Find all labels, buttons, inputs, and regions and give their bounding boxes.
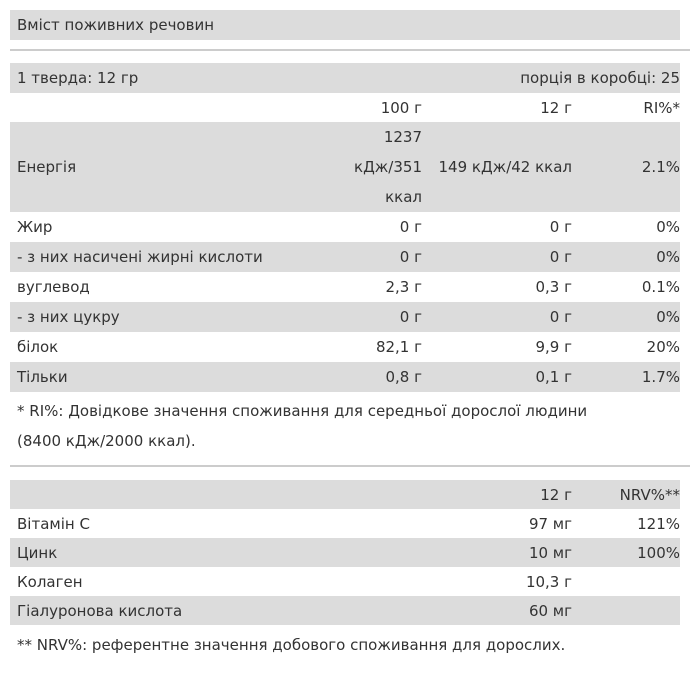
cell — [572, 567, 680, 596]
nutrition-table: 100 г 12 г RI%* Енергія 1237 кДж/351 ккал 149… — [10, 93, 680, 392]
cell: 1.7% — [572, 362, 680, 392]
serving-size: 1 тверда: 12 гр — [17, 69, 139, 87]
cell: 100% — [572, 538, 680, 567]
cell: 0.1% — [641, 278, 680, 296]
cell: 0% — [572, 242, 680, 272]
cell: 0 г — [422, 302, 572, 332]
cell-text: 0 г — [399, 248, 422, 266]
cell: 10,3 г — [525, 572, 572, 591]
cell — [10, 93, 337, 122]
row: Колаген 10,3 г — [10, 567, 680, 596]
cell: Цинк — [10, 538, 422, 567]
cell: 1237 кДж/351 ккал — [337, 122, 422, 212]
cell: Енергія — [10, 122, 337, 212]
row: білок 82,1 г 9,9 г 20% — [10, 332, 680, 362]
cell: 0 г — [549, 218, 572, 236]
cell-text: 0 г — [399, 308, 422, 326]
cell-text: 0,8 г — [385, 368, 422, 386]
row: Гіалуронова кислота 60 мг — [10, 596, 680, 625]
cell-text: 82,1 г — [375, 338, 422, 356]
cell: 10 мг — [422, 538, 572, 567]
title-bar: Вміст поживних речовин — [10, 10, 680, 40]
cell: білок — [17, 338, 59, 356]
row: Енергія 1237 кДж/351 ккал 149 кДж/42 ккал 2… — [10, 122, 680, 212]
cell: NRV%** — [572, 480, 680, 509]
cell: 0 г — [337, 302, 422, 332]
cell: 82,1 г — [337, 332, 422, 362]
footnote: * RI%: Довідкове значення споживання для… — [17, 402, 588, 450]
header-row: 100 г 12 г RI%* — [10, 93, 680, 122]
cell: Тільки — [10, 362, 337, 392]
cell: Вітамін C — [17, 514, 90, 533]
row: Жир 0 г 0 г 0% — [10, 212, 680, 242]
cell — [572, 596, 680, 625]
row: Вітамін C 97 мг 121% — [10, 509, 680, 538]
cell: Гіалуронова кислота — [10, 596, 422, 625]
cell: 0,3 г — [535, 278, 572, 296]
cell: 2.1% — [572, 122, 680, 212]
cell: Колаген — [17, 572, 83, 591]
cell: 0 г — [422, 242, 572, 272]
row: Тільки 0,8 г 0,1 г 1.7% — [10, 362, 680, 392]
cell: 0% — [656, 218, 680, 236]
cell — [10, 480, 422, 509]
cell: 121% — [637, 514, 680, 533]
cell: Жир — [17, 218, 53, 236]
cell: 12 г — [540, 98, 572, 117]
cell: 97 мг — [528, 514, 572, 533]
cell: 9,9 г — [535, 338, 572, 356]
cell: - з них насичені жирні кислоти — [10, 242, 337, 272]
row: вуглевод 2,3 г 0,3 г 0.1% — [10, 272, 680, 302]
cell: 0% — [572, 302, 680, 332]
cell-text: 2,3 г — [385, 278, 422, 296]
cell-text: 1237 кДж/351 ккал — [354, 128, 422, 206]
footnote: ** NRV%: референтне значення добового сп… — [17, 636, 566, 654]
serving-row: 1 тверда: 12 гр порція в коробці: 25 — [10, 63, 680, 93]
vitamin-table: 12 г NRV%** Вітамін C 97 мг 121% Цинк 10 мг 100… — [10, 480, 680, 625]
cell: 20% — [646, 338, 680, 356]
cell: 149 кДж/42 ккал — [422, 122, 572, 212]
header-row: 12 г NRV%** — [10, 480, 680, 509]
title: Вміст поживних речовин — [17, 16, 214, 34]
cell: 0 г — [337, 242, 422, 272]
cell: 12 г — [422, 480, 572, 509]
row: Цинк 10 мг 100% — [10, 538, 680, 567]
cell-text: 0 г — [399, 218, 422, 236]
servings-per-box: порція в коробці: 25 — [520, 69, 680, 87]
cell: 0,1 г — [422, 362, 572, 392]
divider — [10, 49, 690, 51]
divider — [10, 465, 690, 467]
cell: 2,3 г — [337, 272, 422, 302]
cell: 0,8 г — [337, 362, 422, 392]
cell: - з них цукру — [10, 302, 337, 332]
cell: RI%* — [643, 98, 680, 117]
cell: 60 мг — [422, 596, 572, 625]
cell: вуглевод — [17, 278, 90, 296]
cell: 0 г — [337, 212, 422, 242]
cell: 100 г — [380, 98, 422, 117]
